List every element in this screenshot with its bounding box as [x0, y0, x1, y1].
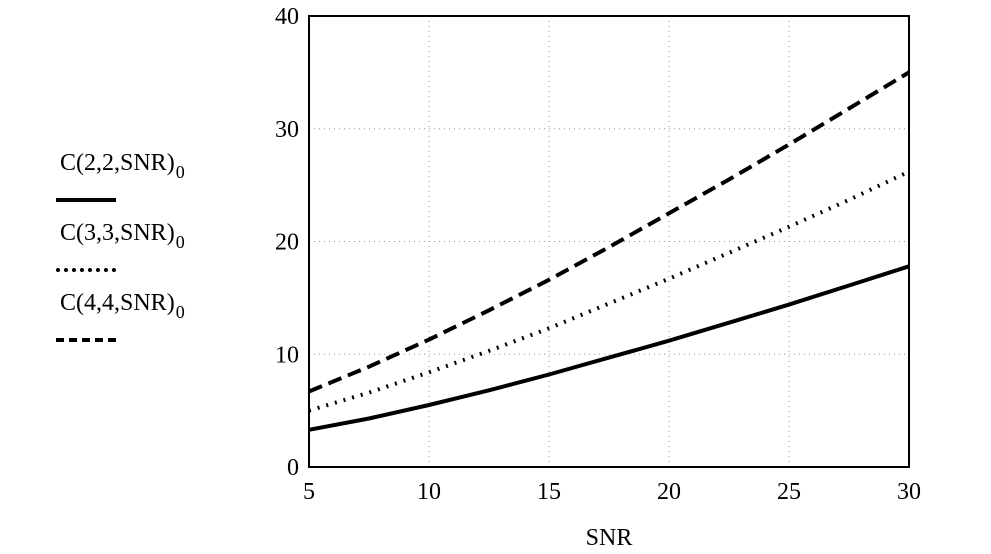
x-tick-label: 15 — [537, 479, 561, 505]
legend-swatch-solid — [56, 198, 116, 202]
x-tick-label: 25 — [777, 479, 801, 505]
legend-item-3: C(4,4,SNR)0 — [54, 290, 254, 360]
legend-swatch-dashed — [56, 338, 116, 342]
y-tick-label: 10 — [275, 342, 299, 368]
y-tick-label: 40 — [275, 4, 299, 30]
legend-label-3: C(4,4,SNR)0 — [60, 290, 185, 322]
legend-subscript-1: 0 — [175, 162, 185, 182]
y-tick-label: 20 — [275, 230, 299, 256]
legend-name-2: C(3,3,SNR) — [60, 220, 175, 246]
series-line-1-solid — [308, 264, 910, 432]
legend-subscript-2: 0 — [175, 232, 185, 252]
legend-label-2: C(3,3,SNR)0 — [60, 220, 185, 252]
legend-item-1: C(2,2,SNR)0 — [54, 150, 254, 220]
y-tick-label: 0 — [287, 455, 299, 481]
y-tick-label: 30 — [275, 117, 299, 143]
legend-swatch-dotted — [56, 268, 116, 272]
x-tick-label: 20 — [657, 479, 681, 505]
series-layer — [308, 70, 911, 432]
legend-name-3: C(4,4,SNR) — [60, 290, 175, 316]
series-line-3-dashed — [308, 70, 911, 394]
plot-frame — [308, 15, 910, 468]
tick-labels: 5 10 15 20 25 30 0 10 20 30 40 — [275, 4, 921, 505]
x-tick-label: 5 — [303, 479, 315, 505]
legend-label-1: C(2,2,SNR)0 — [60, 150, 185, 182]
legend-item-2: C(3,3,SNR)0 — [54, 220, 254, 290]
legend: C(2,2,SNR)0 C(3,3,SNR)0 C(4,4,SNR)0 — [54, 150, 254, 360]
x-tick-label: 30 — [897, 479, 921, 505]
x-axis-title: SNR — [586, 525, 633, 551]
grid-layer — [309, 16, 909, 467]
x-tick-label: 10 — [417, 479, 441, 505]
series-line-2-dotted — [308, 169, 910, 413]
legend-name-1: C(2,2,SNR) — [60, 150, 175, 176]
legend-subscript-3: 0 — [175, 302, 185, 322]
